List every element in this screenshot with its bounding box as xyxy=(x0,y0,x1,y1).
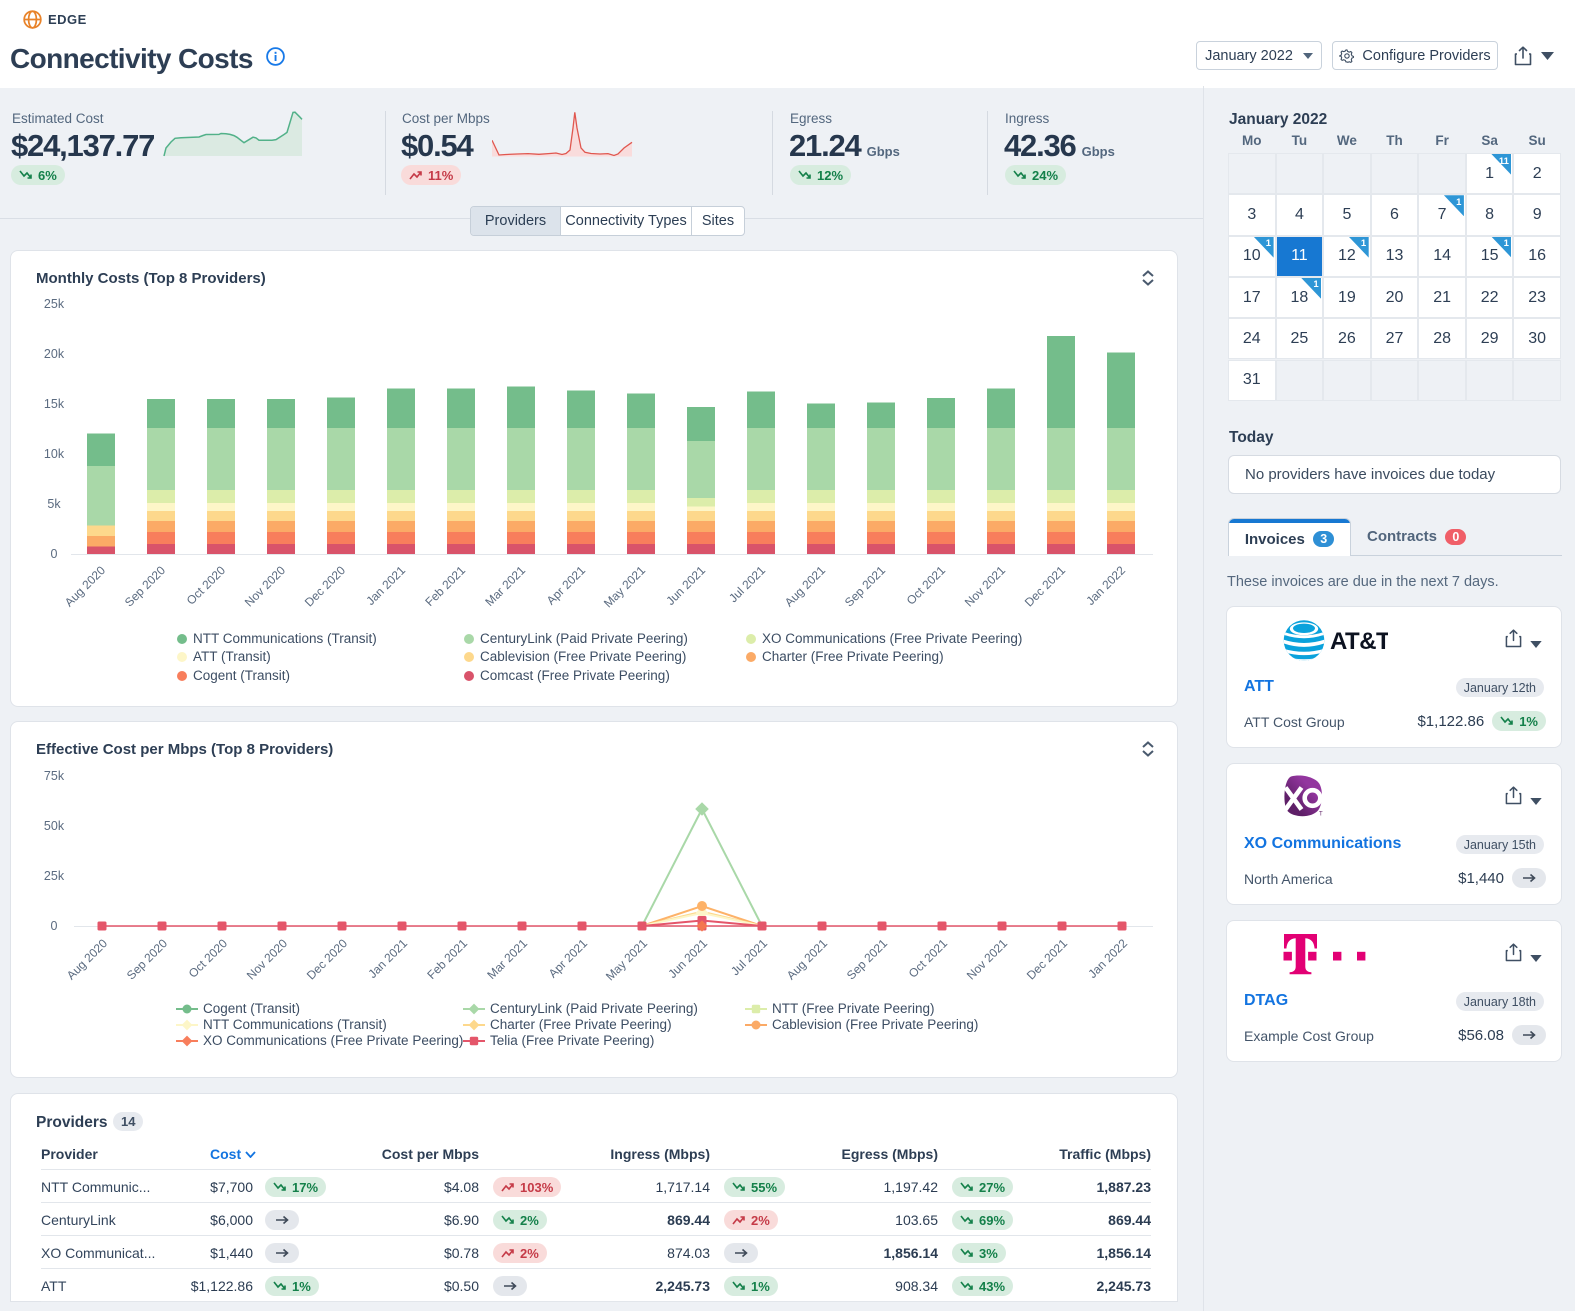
svg-text:May 2021: May 2021 xyxy=(603,936,650,983)
svg-text:Jul 2021: Jul 2021 xyxy=(728,936,770,978)
svg-text:0: 0 xyxy=(51,919,58,933)
svg-text:0: 0 xyxy=(51,547,58,561)
svg-text:Dec 2020: Dec 2020 xyxy=(302,563,348,609)
svg-text:Nov 2021: Nov 2021 xyxy=(962,563,1008,609)
svg-text:Aug 2020: Aug 2020 xyxy=(64,936,110,982)
svg-text:Mar 2021: Mar 2021 xyxy=(482,563,528,609)
svg-text:Aug 2021: Aug 2021 xyxy=(782,563,828,609)
svg-text:Dec 2021: Dec 2021 xyxy=(1022,563,1068,609)
svg-text:Jan 2021: Jan 2021 xyxy=(363,563,408,608)
svg-text:Jan 2021: Jan 2021 xyxy=(365,936,410,981)
svg-text:Jul 2021: Jul 2021 xyxy=(726,563,768,605)
svg-text:Nov 2021: Nov 2021 xyxy=(964,936,1010,982)
svg-text:Oct 2020: Oct 2020 xyxy=(184,563,229,608)
svg-text:Nov 2020: Nov 2020 xyxy=(244,936,290,982)
svg-text:Jan 2022: Jan 2022 xyxy=(1085,936,1130,981)
svg-text:Apr 2021: Apr 2021 xyxy=(546,936,591,981)
svg-text:50k: 50k xyxy=(44,819,65,833)
svg-text:Aug 2020: Aug 2020 xyxy=(62,563,108,609)
svg-text:25k: 25k xyxy=(44,297,65,311)
svg-text:Feb 2021: Feb 2021 xyxy=(424,936,470,982)
svg-text:Nov 2020: Nov 2020 xyxy=(242,563,288,609)
svg-text:5k: 5k xyxy=(47,497,61,511)
svg-text:Dec 2021: Dec 2021 xyxy=(1024,936,1070,982)
svg-text:Aug 2021: Aug 2021 xyxy=(784,936,830,982)
svg-text:Jun 2021: Jun 2021 xyxy=(665,936,710,981)
svg-text:Oct 2021: Oct 2021 xyxy=(906,936,951,981)
svg-text:Jun 2021: Jun 2021 xyxy=(663,563,708,608)
svg-text:TM: TM xyxy=(1319,812,1323,818)
svg-text:Sep 2020: Sep 2020 xyxy=(124,936,170,982)
svg-text:Sep 2020: Sep 2020 xyxy=(122,563,168,609)
svg-text:75k: 75k xyxy=(44,769,65,783)
svg-text:20k: 20k xyxy=(44,347,65,361)
svg-text:Sep 2021: Sep 2021 xyxy=(842,563,888,609)
svg-text:Oct 2020: Oct 2020 xyxy=(186,936,231,981)
svg-text:Oct 2021: Oct 2021 xyxy=(904,563,949,608)
svg-text:Apr 2021: Apr 2021 xyxy=(544,563,589,608)
svg-text:Mar 2021: Mar 2021 xyxy=(484,936,530,982)
svg-text:10k: 10k xyxy=(44,447,65,461)
svg-text:AT&T: AT&T xyxy=(1330,628,1388,655)
svg-text:Jan 2022: Jan 2022 xyxy=(1083,563,1128,608)
svg-text:Sep 2021: Sep 2021 xyxy=(844,936,890,982)
svg-text:25k: 25k xyxy=(44,869,65,883)
svg-text:Dec 2020: Dec 2020 xyxy=(304,936,350,982)
svg-text:Feb 2021: Feb 2021 xyxy=(422,563,468,609)
svg-text:May 2021: May 2021 xyxy=(601,563,648,610)
svg-text:15k: 15k xyxy=(44,397,65,411)
